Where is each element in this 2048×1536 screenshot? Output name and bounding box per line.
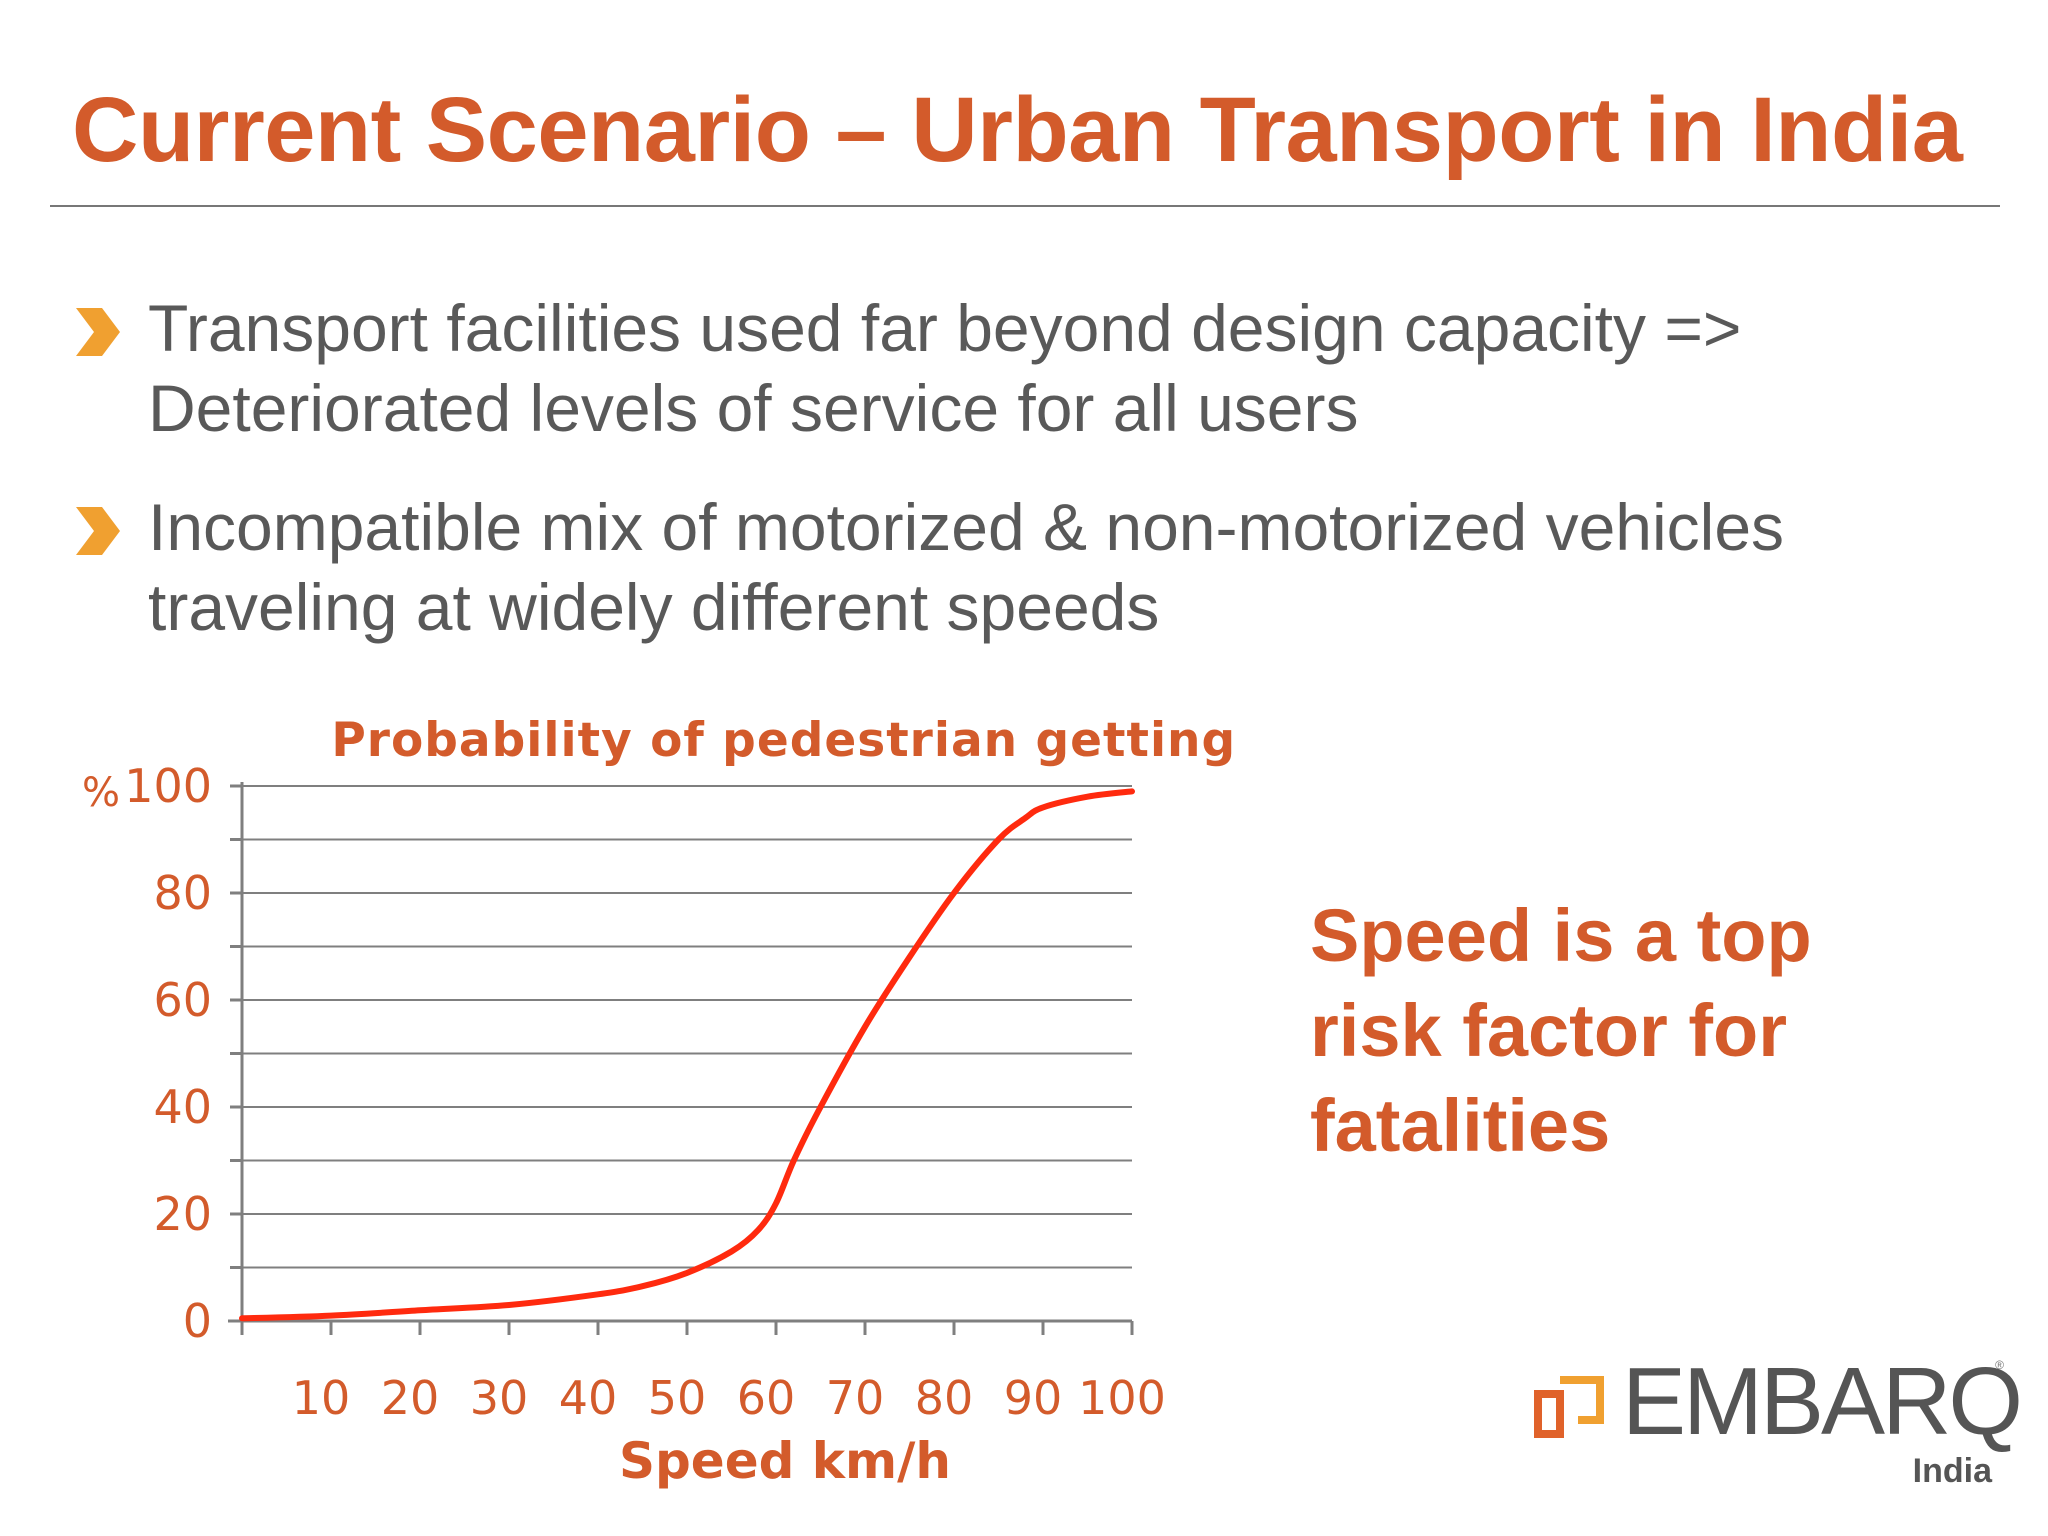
logo-wordmark: EMBARQ (1622, 1348, 2023, 1455)
series-line (239, 788, 1135, 1322)
tick-labels: 0 20 40 60 80 100 10 20 30 40 50 60 70 80 90 100 (124, 759, 1166, 1425)
y-tick-label: 80 (153, 866, 212, 920)
bullet-text: Incompatible mix of motorized & non-moto… (148, 490, 1785, 644)
bullet-item: Incompatible mix of motorized & non-moto… (72, 487, 1972, 647)
x-tick-label: 50 (648, 1371, 707, 1425)
callout-text: Speed is a top risk factor for fatalitie… (1310, 894, 1812, 1167)
chevron-right-icon-shape (76, 308, 120, 356)
chevron-right-icon (76, 507, 120, 555)
y-tick-label: 40 (153, 1080, 212, 1134)
x-tick-label: 10 (292, 1371, 351, 1425)
logo-registered-mark: ® (1995, 1358, 2004, 1372)
slide-title: Current Scenario – Urban Transport in In… (72, 79, 1963, 181)
x-tick-label: 30 (470, 1371, 529, 1425)
y-tick-label: 100 (124, 759, 212, 813)
y-tick-label: 20 (153, 1187, 212, 1241)
x-tick-label: 80 (915, 1371, 974, 1425)
chevron-right-icon-shape (76, 507, 120, 555)
x-tick-label: 70 (826, 1371, 885, 1425)
chevron-right-icon (76, 308, 120, 356)
x-tick-label: 60 (737, 1371, 796, 1425)
y-axis-unit-label: % (82, 770, 120, 816)
logo-subtitle: India (1912, 1452, 1992, 1490)
y-tick-label: 0 (183, 1294, 212, 1348)
bullet-text: Transport facilities used far beyond des… (148, 291, 1742, 445)
embarq-logo-icon (1534, 1376, 1604, 1438)
axes (228, 782, 1134, 1335)
grid-lines (242, 785, 1132, 1269)
x-axis-label: Speed km/h (619, 1432, 951, 1490)
x-tick-label: 40 (559, 1371, 618, 1425)
title-divider (50, 205, 2000, 207)
logo-square-back (1560, 1376, 1604, 1424)
x-tick-label: 20 (381, 1371, 440, 1425)
chart-title: Probability of pedestrian getting killed (331, 713, 1250, 768)
x-tick-label: 100 (1078, 1371, 1166, 1425)
fatality-probability-chart: Probability of pedestrian getting killed… (82, 713, 1250, 1490)
logo-square-front (1534, 1390, 1564, 1438)
x-tick-label: 90 (1004, 1371, 1063, 1425)
y-tick-label: 60 (153, 973, 212, 1027)
bullet-item: Transport facilities used far beyond des… (72, 288, 1972, 448)
embarq-logo: EMBARQ ® India (1530, 1352, 2023, 1492)
series-lines (239, 788, 1135, 1322)
